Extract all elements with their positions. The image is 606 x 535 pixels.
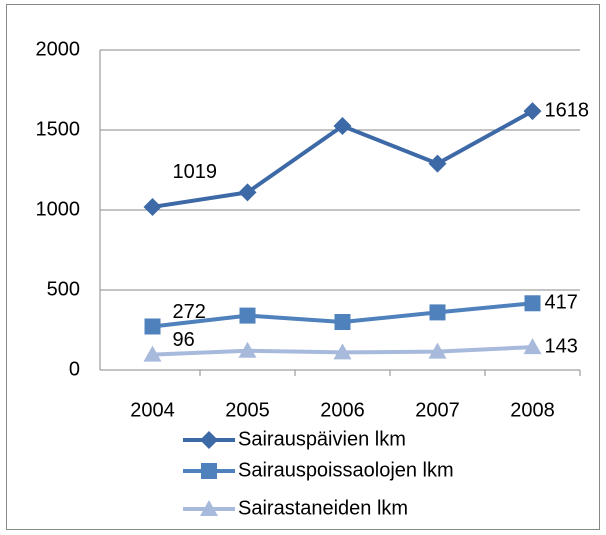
marker: [524, 295, 541, 312]
y-tick-label: 1500: [36, 118, 81, 140]
data-label: 1618: [545, 99, 590, 121]
marker: [333, 117, 352, 135]
marker: [334, 314, 351, 330]
x-tick-label: 2006: [320, 399, 365, 421]
marker: [144, 318, 161, 335]
legend-label: Sairastaneiden lkm: [238, 497, 408, 519]
chart-frame: [6, 4, 600, 530]
marker: [143, 197, 162, 216]
marker: [523, 102, 542, 121]
data-label: 1019: [173, 161, 218, 183]
data-label: 272: [173, 301, 206, 323]
marker: [429, 304, 446, 321]
legend-label: Sairauspoissaolojen lkm: [238, 459, 454, 481]
x-tick-label: 2008: [510, 399, 555, 421]
legend-marker: [201, 463, 217, 479]
data-label: 96: [173, 329, 195, 351]
marker: [238, 183, 257, 202]
y-tick-label: 2000: [36, 38, 81, 60]
marker: [143, 345, 162, 362]
marker: [428, 154, 447, 173]
data-label: 417: [545, 292, 578, 314]
legend-marker: [200, 500, 218, 516]
legend-label: Sairauspäivien lkm: [238, 428, 406, 450]
data-label: 143: [545, 335, 578, 357]
marker: [238, 341, 257, 358]
x-tick-label: 2005: [225, 399, 270, 421]
legend-marker: [200, 431, 218, 449]
y-tick-label: 0: [69, 358, 80, 380]
marker: [523, 338, 542, 355]
marker: [428, 342, 447, 359]
y-tick-label: 500: [47, 278, 80, 300]
marker: [333, 343, 352, 360]
x-tick-label: 2007: [415, 399, 460, 421]
x-tick-label: 2004: [130, 399, 175, 421]
marker: [239, 307, 256, 324]
y-tick-label: 1000: [36, 198, 81, 220]
